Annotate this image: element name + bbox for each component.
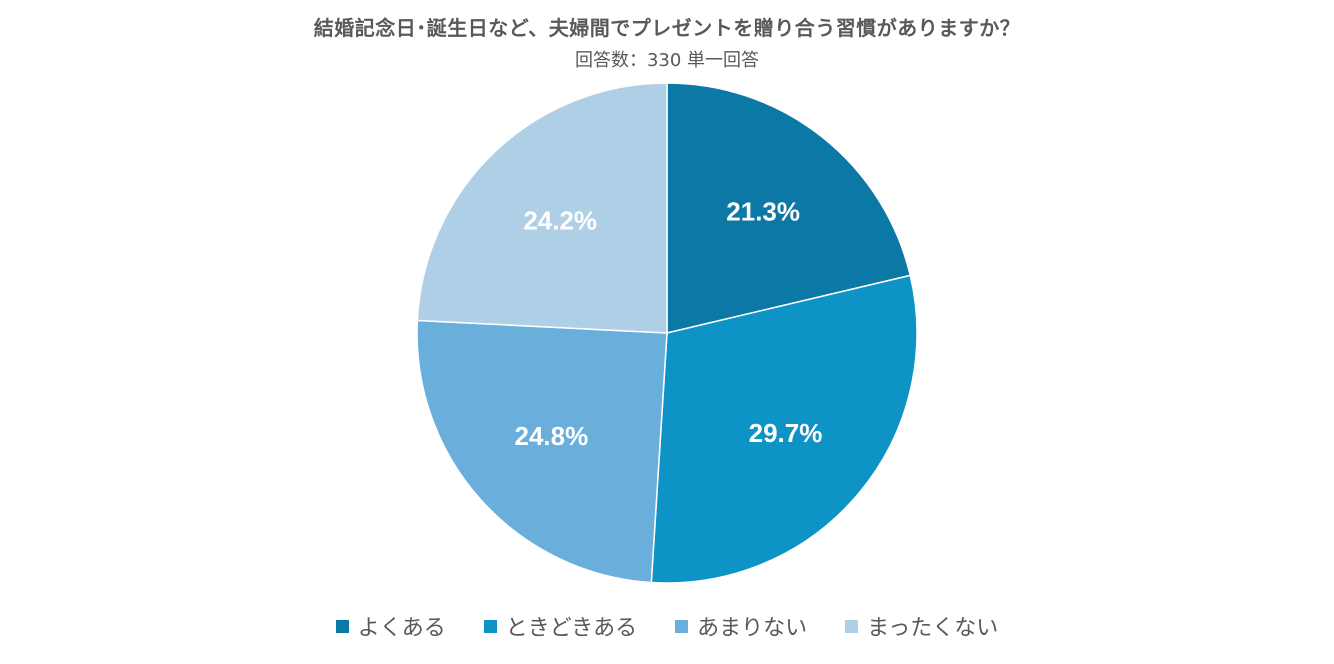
legend-label: よくある — [357, 616, 446, 641]
slice-amari-nai — [416, 319, 668, 584]
legend-swatch — [675, 619, 689, 633]
legend-item-amari-nai: あまりない — [675, 610, 807, 642]
legend-swatch — [335, 619, 349, 633]
legend-item-yoku-aru: よくある — [335, 610, 446, 642]
legend: よくある ときどきある あまりない まったくない — [0, 610, 1334, 642]
chart-subtitle: 回答数：330 単一回答 — [574, 50, 760, 71]
legend-swatch — [483, 619, 497, 633]
legend-label: ときどきある — [505, 616, 638, 641]
data-label-tokidoki-aru: 29.7% — [749, 418, 823, 448]
slice-yoku-aru — [666, 82, 912, 334]
data-label-yoku-aru: 21.3% — [726, 196, 800, 226]
data-label-mattaku-nai: 24.2% — [523, 206, 597, 236]
legend-item-mattaku-nai: まったくない — [845, 610, 998, 642]
legend-item-tokidoki-aru: ときどきある — [483, 610, 638, 642]
slice-mattaku-nai — [416, 82, 668, 334]
slice-tokidoki-aru — [650, 274, 918, 584]
chart-title: 結婚記念日･誕生日など、夫婦間でプレゼントを贈り合う習慣がありますか？ — [313, 16, 1021, 40]
legend-swatch — [845, 619, 859, 633]
legend-label: あまりない — [697, 616, 808, 641]
data-label-amari-nai: 24.8% — [515, 421, 589, 451]
legend-label: まったくない — [867, 616, 999, 641]
